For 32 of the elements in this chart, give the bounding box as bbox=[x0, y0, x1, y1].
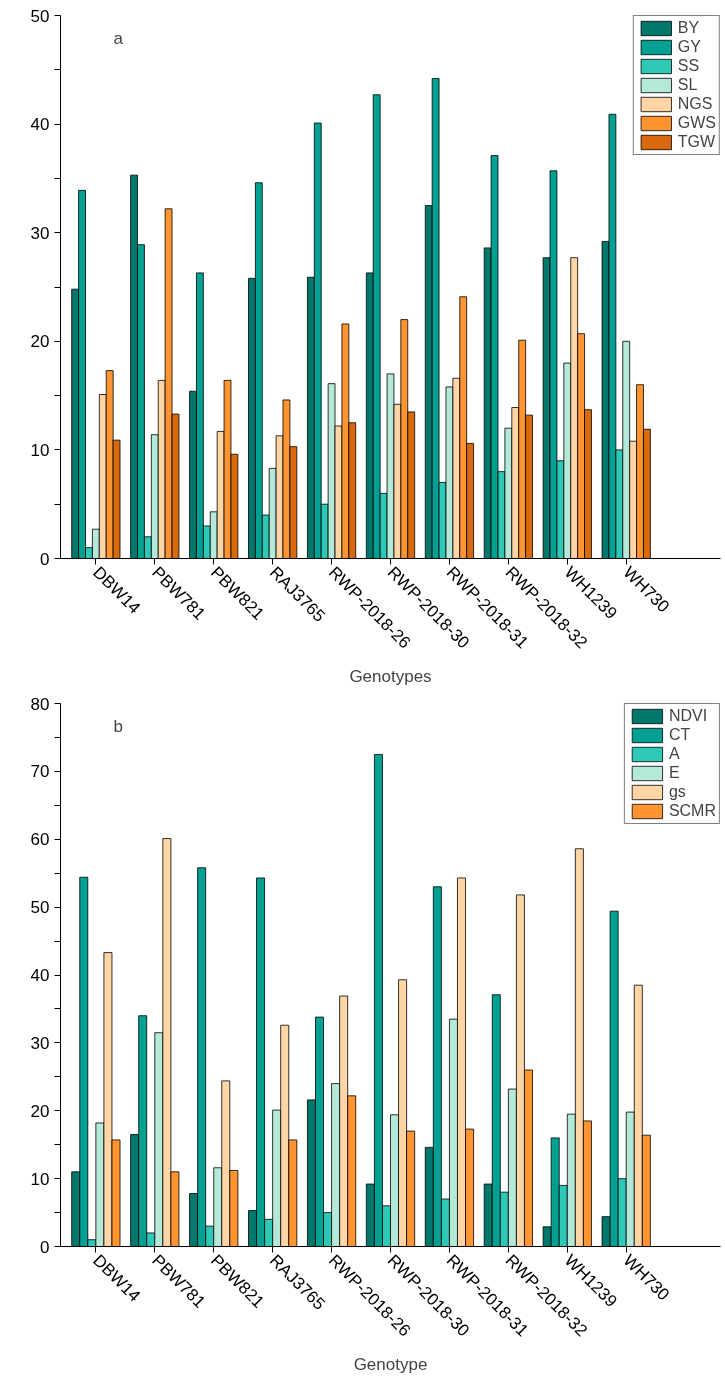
legend-label: NGS bbox=[677, 95, 713, 113]
legend-label: NDVI bbox=[668, 707, 708, 725]
legend-label: SS bbox=[677, 57, 700, 75]
text: b bbox=[113, 716, 123, 736]
y-tick-label: 40 bbox=[30, 966, 50, 985]
y-tick-label: 20 bbox=[30, 1101, 50, 1121]
y-tick-label: 50 bbox=[30, 6, 50, 26]
x-axis-title: Genotypes bbox=[349, 666, 432, 686]
y-tick-label: 80 bbox=[30, 694, 50, 714]
x-axis-title: Genotype bbox=[353, 1354, 428, 1374]
legend-label: A bbox=[668, 745, 681, 763]
y-tick-label: 0 bbox=[40, 1237, 50, 1257]
legend-label: E bbox=[668, 764, 681, 782]
legend-label: BY bbox=[677, 19, 700, 37]
y-tick-label: 30 bbox=[30, 1033, 50, 1053]
y-tick-label: 40 bbox=[30, 115, 50, 135]
legend-label: gs bbox=[668, 783, 687, 801]
y-tick-label: 60 bbox=[30, 830, 50, 850]
legend-label: TGW bbox=[677, 133, 716, 151]
y-tick-label: 30 bbox=[30, 223, 50, 243]
y-tick-label: 70 bbox=[30, 762, 50, 782]
y-tick-label: 0 bbox=[40, 549, 50, 569]
legend-label: SCMR bbox=[668, 802, 716, 820]
legend-label: SL bbox=[677, 76, 698, 94]
legend-label: GWS bbox=[677, 114, 716, 132]
legend-label: GY bbox=[677, 38, 701, 56]
y-tick-label: 10 bbox=[30, 440, 50, 460]
y-tick-label: 20 bbox=[30, 332, 50, 352]
text: a bbox=[113, 28, 124, 48]
legend-label: CT bbox=[668, 726, 691, 744]
y-tick-label: 50 bbox=[30, 898, 50, 918]
y-tick-label: 10 bbox=[30, 1169, 50, 1189]
